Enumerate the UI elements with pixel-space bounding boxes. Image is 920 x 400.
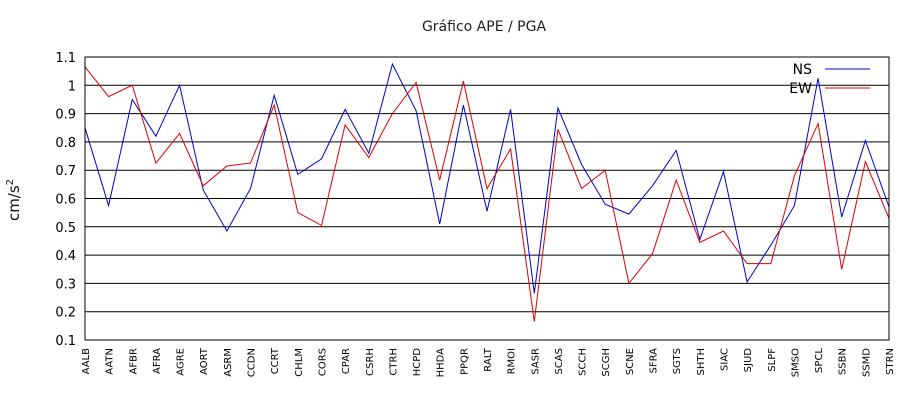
y-tick-label: 0.4	[55, 249, 76, 264]
x-tick-label: SJUD	[743, 348, 754, 373]
x-tick-label: HHDA	[436, 348, 447, 378]
x-tick-label: HCPD	[412, 348, 423, 377]
x-tick-label: SSBN	[838, 348, 849, 375]
y-tick-label: 0.8	[55, 136, 76, 151]
x-tick-label: SCCH	[578, 348, 589, 376]
x-tick-label: AORT	[199, 347, 210, 375]
plot-frame	[84, 56, 890, 341]
x-tick-label: AFBR	[128, 348, 139, 374]
x-tick-label: SMSO	[790, 348, 801, 377]
y-axis-ticks: 0.1 0.2 0.3 0.4 0.5 0.6 0.7 0.8 0.9 1 1.1	[55, 51, 76, 349]
x-tick-label: PPQR	[459, 348, 470, 375]
x-tick-label: RALT	[483, 347, 494, 372]
x-tick-label: AFRA	[152, 348, 163, 374]
x-tick-label: SLPF	[767, 348, 778, 372]
x-tick-label: RMOI	[507, 348, 518, 374]
grid-lines	[85, 84, 889, 313]
y-tick-label: 0.5	[55, 221, 76, 236]
y-tick-label: 0.1	[55, 334, 76, 349]
x-tick-label: AALB	[81, 348, 92, 375]
y-tick-label: 0.3	[55, 277, 76, 292]
y-tick-label: 1	[68, 79, 76, 94]
series-line-ns	[84, 62, 890, 294]
x-tick-label: CSRH	[365, 348, 376, 376]
x-tick-label: SCNE	[625, 348, 636, 375]
x-tick-label: SFRA	[649, 348, 660, 374]
y-tick-label: 0.7	[55, 164, 76, 179]
y-axis-label: cm/s2	[5, 179, 23, 221]
x-tick-label: ASRM	[223, 348, 234, 377]
x-tick-label: SHTH	[696, 348, 707, 376]
y-axis-label-superscript: 2	[5, 179, 16, 185]
x-tick-label: SCAS	[554, 348, 565, 375]
series-line-ew	[84, 66, 890, 322]
series-lines	[84, 62, 890, 322]
x-tick-label: SASR	[530, 348, 541, 375]
legend: NS EW	[789, 62, 870, 97]
y-tick-label: 0.6	[55, 193, 76, 208]
x-tick-label: SPCL	[814, 348, 825, 373]
x-tick-label: SSMD	[861, 348, 872, 377]
x-axis-ticks: AALB AATN AFBR AFRA AGRE AORT ASRM CCDN CCRT CHLM…	[81, 347, 896, 377]
legend-label-ns: NS	[793, 62, 812, 78]
y-tick-label: 0.9	[55, 108, 76, 123]
x-tick-label: CHLM	[294, 348, 305, 377]
x-tick-label: AATN	[105, 348, 116, 375]
x-tick-label: SCGH	[601, 348, 612, 377]
legend-label-ew: EW	[789, 81, 812, 97]
y-tick-label: 0.2	[55, 306, 76, 321]
chart-title: Gráfico APE / PGA	[422, 19, 546, 35]
x-tick-label: AGRE	[176, 348, 187, 376]
x-tick-label: CCDN	[247, 348, 258, 377]
x-tick-label: STRN	[885, 348, 896, 375]
x-tick-label: CCRT	[270, 347, 281, 374]
x-tick-label: CPAR	[341, 348, 352, 374]
x-tick-label: SIAC	[719, 348, 730, 371]
x-tick-label: SGTS	[672, 348, 683, 374]
x-tick-label: CTRH	[388, 348, 399, 376]
y-tick-label: 1.1	[55, 51, 76, 66]
x-tick-label: CORS	[317, 348, 328, 376]
y-axis-label-base: cm/s	[5, 185, 23, 221]
